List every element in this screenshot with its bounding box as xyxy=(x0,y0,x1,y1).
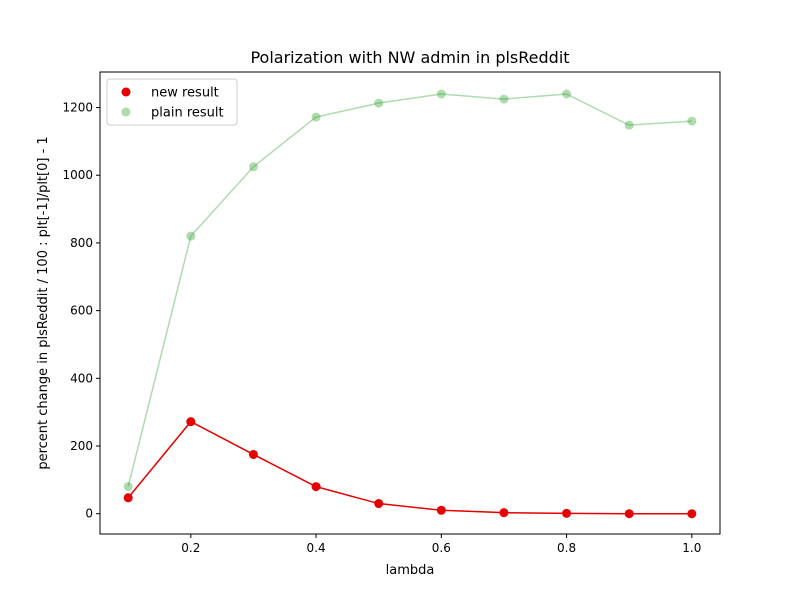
y-tick-label: 1200 xyxy=(62,101,93,115)
series-line-plain-result xyxy=(127,93,692,487)
y-tick-label: 800 xyxy=(70,236,93,250)
data-point-plain-result xyxy=(624,120,634,130)
data-point-new-result xyxy=(436,505,446,515)
data-point-plain-result xyxy=(311,112,321,122)
data-point-plain-result xyxy=(374,98,384,108)
y-tick-label: 400 xyxy=(70,371,93,385)
data-point-plain-result xyxy=(436,89,446,99)
legend-label: plain result xyxy=(151,106,224,121)
x-tick-label: 1.0 xyxy=(682,541,701,555)
y-axis-ticks: 0 200 400 600 800 1000 1200 xyxy=(62,101,100,521)
data-point-new-result xyxy=(624,509,634,519)
data-point-new-result xyxy=(248,449,258,459)
legend-marker xyxy=(121,87,131,97)
data-point-plain-result xyxy=(186,231,196,241)
legend-box xyxy=(106,78,238,126)
legend: new result plain result xyxy=(106,78,238,126)
data-point-new-result xyxy=(562,508,572,518)
data-point-new-result xyxy=(687,509,697,519)
y-axis-label: percent change in plsReddit / 100 : plt[… xyxy=(36,136,51,469)
y-tick-label: 1000 xyxy=(62,168,93,182)
data-point-new-result xyxy=(311,482,321,492)
x-tick-label: 0.4 xyxy=(307,541,326,555)
legend-items: new result plain result xyxy=(121,86,224,121)
y-tick-label: 200 xyxy=(70,439,93,453)
data-point-plain-result xyxy=(248,162,258,172)
x-axis-label: lambda xyxy=(386,563,435,578)
x-tick-label: 0.6 xyxy=(432,541,451,555)
data-point-new-result xyxy=(374,499,384,509)
data-point-plain-result xyxy=(499,94,509,104)
plot-area-frame xyxy=(99,71,721,535)
x-tick-label: 0.2 xyxy=(181,541,200,555)
y-tick-label: 600 xyxy=(70,304,93,318)
data-point-new-result xyxy=(186,417,196,427)
x-tick-label: 0.8 xyxy=(557,541,576,555)
data-point-plain-result xyxy=(687,116,697,126)
legend-marker xyxy=(121,107,131,117)
data-point-plain-result xyxy=(123,482,133,492)
series-line-new-result xyxy=(127,420,692,515)
data-point-plain-result xyxy=(562,89,572,99)
data-point-new-result xyxy=(499,508,509,518)
legend-label: new result xyxy=(151,86,219,101)
series-layer xyxy=(123,89,697,519)
data-point-new-result xyxy=(123,493,133,503)
chart-title: Polarization with NW admin in plsReddit xyxy=(250,48,569,67)
y-tick-label: 0 xyxy=(85,507,93,521)
x-axis-ticks: 0.2 0.4 0.6 0.8 1.0 xyxy=(181,534,701,555)
